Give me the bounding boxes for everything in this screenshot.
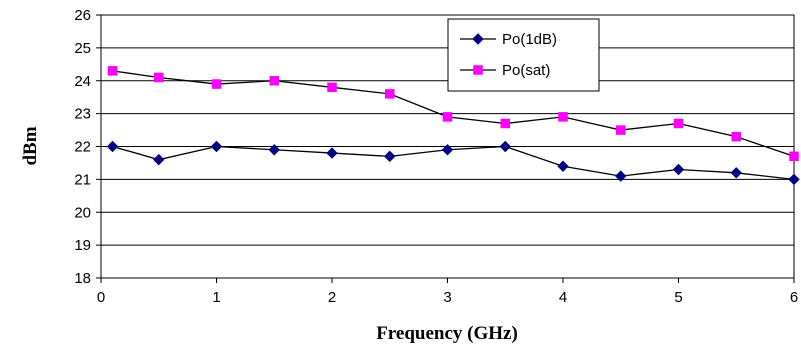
x-tick-label: 1 <box>212 289 220 306</box>
series-line <box>112 145 795 181</box>
data-point <box>499 140 511 153</box>
data-point <box>788 173 800 186</box>
x-tick-label: 5 <box>674 289 682 306</box>
series-lines <box>106 66 800 186</box>
series-square <box>107 66 799 162</box>
y-tick-label: 22 <box>74 139 91 156</box>
series-diamond <box>106 140 800 186</box>
data-point <box>326 147 338 159</box>
data-point <box>385 89 395 99</box>
data-point <box>673 118 684 129</box>
y-tick-label: 20 <box>74 204 91 221</box>
y-tick-label: 26 <box>74 7 91 24</box>
data-point <box>154 72 164 83</box>
data-point <box>789 151 799 162</box>
data-point <box>672 163 685 176</box>
y-tick-label: 23 <box>74 106 91 123</box>
x-tick-label: 2 <box>328 289 336 306</box>
y-axis-title: dBm <box>20 126 41 165</box>
data-point <box>558 112 568 122</box>
x-tick-label: 3 <box>443 289 451 306</box>
x-tick-label: 0 <box>97 289 105 306</box>
data-point <box>107 66 118 76</box>
data-point <box>730 167 742 179</box>
y-tick-label: 21 <box>74 171 91 188</box>
data-point <box>615 170 627 182</box>
y-tick-label: 25 <box>74 40 91 57</box>
data-point <box>269 76 279 86</box>
data-point <box>153 153 165 166</box>
data-point <box>327 82 337 93</box>
y-tick-label: 24 <box>74 73 91 90</box>
x-axis-title: Frequency (GHz) <box>376 323 518 344</box>
data-point <box>731 131 741 142</box>
data-point <box>384 150 396 163</box>
data-point <box>210 140 223 153</box>
data-point <box>500 118 510 129</box>
legend-box <box>447 18 600 92</box>
y-tick-label: 19 <box>74 237 91 254</box>
x-tick-label: 6 <box>790 289 798 306</box>
y-tick-label: 18 <box>74 270 91 287</box>
legend-marker <box>473 65 483 75</box>
data-point <box>557 160 569 172</box>
data-point <box>616 125 626 135</box>
legend: Po(1dB) Po(sat) <box>447 18 600 92</box>
data-point <box>211 79 222 89</box>
data-point <box>268 144 280 156</box>
data-point <box>106 140 119 153</box>
legend-label: Po(sat) <box>502 62 550 79</box>
legend-marker <box>472 33 484 45</box>
data-point <box>442 112 453 122</box>
legend-label: Po(1dB) <box>502 31 557 48</box>
x-tick-label: 4 <box>559 289 567 306</box>
data-point <box>441 144 454 156</box>
